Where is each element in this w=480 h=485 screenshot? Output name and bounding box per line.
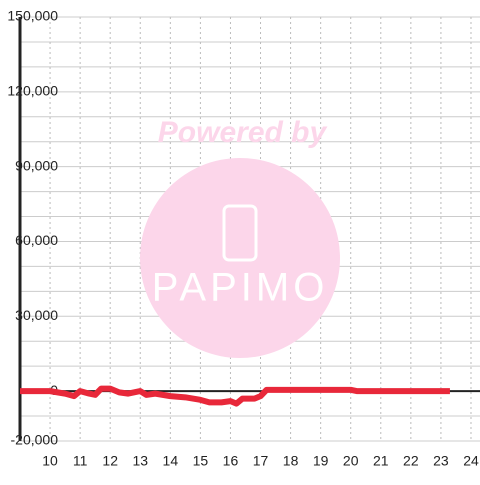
- x-tick-label: 20: [343, 453, 359, 469]
- watermark-logo: PAPIMO: [152, 266, 329, 310]
- watermark-text: Powered by: [158, 116, 328, 149]
- y-tick-label: 90,000: [15, 157, 58, 173]
- x-tick-label: 21: [373, 453, 389, 469]
- x-tick-label: 15: [193, 453, 209, 469]
- x-tick-label: 23: [433, 453, 449, 469]
- y-tick-label: 30,000: [15, 307, 58, 323]
- y-tick-label: 60,000: [15, 232, 58, 248]
- y-tick-label: -20,000: [11, 432, 59, 448]
- watermark: Powered by PAPIMO: [140, 116, 340, 358]
- x-tick-label: 22: [403, 453, 419, 469]
- x-tick-label: 17: [253, 453, 269, 469]
- watermark-circle: [140, 158, 340, 358]
- y-tick-label: 120,000: [7, 83, 58, 99]
- line-series: [20, 385, 450, 407]
- x-tick-label: 16: [223, 453, 239, 469]
- x-tick-label: 13: [132, 453, 148, 469]
- x-tick-label: 11: [73, 453, 88, 469]
- x-tick-label: 18: [283, 453, 299, 469]
- x-tick-label: 24: [463, 453, 479, 469]
- x-tick-label: 12: [102, 453, 118, 469]
- x-tick-label: 19: [313, 453, 329, 469]
- watermark-phone: [222, 204, 258, 262]
- x-tick-label: 14: [163, 453, 179, 469]
- y-tick-label: 150,000: [7, 8, 58, 24]
- x-tick-label: 10: [42, 453, 58, 469]
